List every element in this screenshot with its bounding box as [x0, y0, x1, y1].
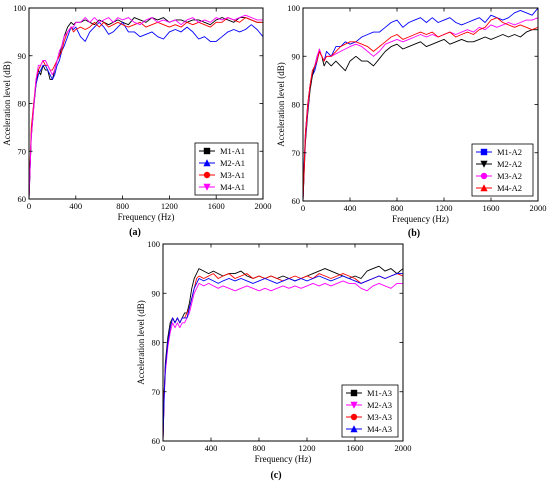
- x-tick-label: 1200: [161, 201, 178, 211]
- legend-item: M2-A3: [346, 400, 392, 410]
- y-axis-label: Acceleration level (dB): [136, 300, 146, 384]
- legend-label: M2-A3: [367, 400, 392, 410]
- legend-label: M2-A1: [220, 158, 245, 168]
- legend: M1-A1 M2-A1 M3-A1 M4-A1: [194, 142, 259, 196]
- legend-marker-triangle-down: [203, 183, 211, 191]
- legend-label: M1-A1: [220, 146, 245, 156]
- legend-marker-circle: [480, 172, 488, 180]
- legend-label: M1-A2: [497, 147, 522, 157]
- legend-marker-square: [203, 147, 211, 155]
- y-tick-label: 70: [292, 148, 301, 158]
- legend-item: M1-A1: [199, 146, 245, 156]
- legend: M1-A3 M2-A3 M3-A3 M4-A3: [341, 384, 399, 438]
- y-tick-label: 80: [152, 338, 161, 348]
- legend-marker-circle: [203, 171, 211, 179]
- x-tick-label: 1200: [436, 203, 453, 213]
- series-group: [163, 265, 403, 441]
- x-tick-label: 2000: [395, 443, 412, 453]
- x-axis-label: Frequency (Hz): [118, 212, 175, 222]
- chart-panel: 0 400 800 1200 1600 2000 60 70 80 90 100 Frequency …: [136, 239, 412, 481]
- legend-marker-square: [350, 389, 358, 397]
- chart-panel: 0 400 800 1200 1600 2000 60 70 80 90 100 Frequency …: [2, 3, 272, 238]
- y-tick-label: 100: [147, 239, 160, 249]
- legend-marker-triangle-up: [203, 159, 211, 167]
- x-tick-label: 1600: [208, 201, 225, 211]
- legend-item: M1-A3: [346, 388, 392, 398]
- y-tick-label: 60: [152, 436, 161, 446]
- x-tick-label: 2000: [530, 203, 547, 213]
- legend-label: M3-A2: [497, 171, 522, 181]
- chart-panel: 0 400 800 1200 1600 2000 60 70 80 90 100 Frequency …: [276, 3, 547, 239]
- legend-item: M1-A2: [476, 147, 522, 157]
- panel-label: (a): [129, 227, 141, 238]
- legend-item: M2-A2: [476, 159, 522, 169]
- legend-item: M4-A2: [476, 183, 522, 193]
- series-group: [29, 14, 263, 199]
- legend-label: M4-A1: [220, 182, 245, 192]
- y-tick-label: 100: [287, 3, 300, 13]
- y-tick-label: 80: [18, 99, 27, 109]
- y-tick-label: 100: [13, 3, 26, 13]
- x-tick-label: 0: [161, 443, 165, 453]
- legend-marker-triangle-up: [350, 425, 358, 433]
- panel-label: (c): [270, 470, 281, 481]
- x-tick-label: 0: [27, 201, 31, 211]
- legend-label: M4-A3: [367, 424, 392, 434]
- legend-label: M2-A2: [497, 159, 522, 169]
- legend-marker-triangle-down: [480, 160, 488, 168]
- x-tick-label: 800: [253, 443, 266, 453]
- y-tick-label: 90: [292, 51, 301, 61]
- series-line-m4-a3: [163, 273, 403, 441]
- x-tick-label: 400: [69, 201, 82, 211]
- y-tick-label: 70: [152, 387, 161, 397]
- legend-marker-triangle-up: [480, 184, 488, 192]
- y-tick-label: 90: [152, 288, 161, 298]
- legend-label: M3-A1: [220, 170, 245, 180]
- legend-item: M3-A2: [476, 171, 522, 181]
- x-tick-label: 2000: [255, 201, 272, 211]
- series-group: [303, 8, 538, 201]
- x-tick-label: 400: [344, 203, 357, 213]
- x-tick-label: 0: [301, 203, 305, 213]
- series-line-m3-a2: [303, 17, 538, 201]
- legend-marker-triangle-down: [350, 401, 358, 409]
- legend: M1-A2 M2-A2 M3-A2 M4-A2: [471, 143, 534, 197]
- legend-item: M4-A3: [346, 424, 392, 434]
- legend-item: M4-A1: [199, 182, 245, 192]
- legend-marker-square: [480, 148, 488, 156]
- series-line-m2-a3: [163, 280, 403, 441]
- series-line-m4-a1: [29, 14, 263, 199]
- legend-label: M1-A3: [367, 388, 392, 398]
- y-axis-label: Acceleration level (dB): [276, 62, 286, 146]
- panel-label: (b): [408, 228, 420, 239]
- x-axis-label: Frequency (Hz): [392, 214, 449, 224]
- x-tick-label: 400: [205, 443, 218, 453]
- x-tick-label: 1600: [483, 203, 500, 213]
- legend-label: M4-A2: [497, 183, 522, 193]
- x-tick-label: 1600: [347, 443, 364, 453]
- y-tick-label: 80: [292, 100, 301, 110]
- x-tick-label: 1200: [299, 443, 316, 453]
- y-axis-label: Acceleration level (dB): [2, 61, 12, 145]
- legend-item: M2-A1: [199, 158, 245, 168]
- y-tick-label: 60: [18, 194, 27, 204]
- y-tick-label: 90: [18, 51, 27, 61]
- legend-marker-circle: [350, 413, 358, 421]
- series-line-m2-a1: [29, 21, 263, 199]
- series-line-m4-a2: [303, 17, 538, 201]
- legend-item: M3-A1: [199, 170, 245, 180]
- legend-label: M3-A3: [367, 412, 392, 422]
- y-tick-label: 60: [292, 196, 301, 206]
- x-axis-label: Frequency (Hz): [255, 454, 312, 464]
- y-tick-label: 70: [18, 146, 27, 156]
- x-tick-label: 800: [116, 201, 129, 211]
- legend-item: M3-A3: [346, 412, 392, 422]
- x-tick-label: 800: [391, 203, 404, 213]
